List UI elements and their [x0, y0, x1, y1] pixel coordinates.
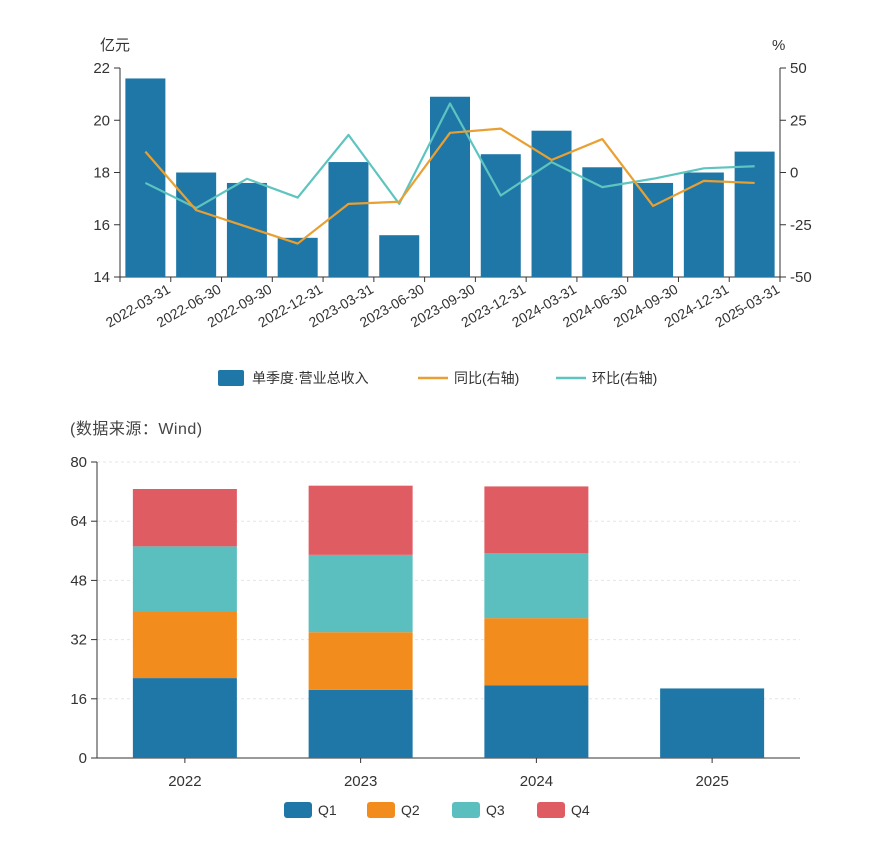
legend-swatch-q2 — [367, 802, 395, 818]
right-tick-label: -25 — [790, 217, 812, 234]
stacked-bar-q2 — [484, 618, 589, 686]
revenue-bar — [683, 172, 724, 277]
left-tick-label: 18 — [93, 165, 110, 182]
legend-label-yoy: 同比(右轴) — [454, 370, 519, 386]
legend-swatch-q3 — [452, 802, 480, 818]
x-tick-label: 2022 — [168, 773, 201, 790]
left-tick-label: 20 — [93, 112, 110, 129]
stacked-bar-q4 — [308, 485, 413, 555]
legend-swatch-q1 — [284, 802, 312, 818]
stacked-bar-q3 — [484, 553, 589, 619]
left-tick-label: 14 — [93, 269, 110, 286]
legend-label-q4: Q4 — [571, 802, 590, 818]
stacked-bar-q1 — [660, 688, 765, 758]
y-tick-label: 32 — [70, 632, 87, 649]
right-tick-label: 50 — [790, 60, 807, 77]
legend-swatch-q4 — [537, 802, 565, 818]
revenue-bar — [379, 235, 420, 277]
stacked-bar-q3 — [308, 554, 413, 633]
left-tick-label: 22 — [93, 60, 110, 77]
stacked-bar-q1 — [484, 685, 589, 758]
right-axis-unit: % — [772, 37, 785, 54]
left-tick-label: 16 — [93, 217, 110, 234]
legend-label-q1: Q1 — [318, 802, 337, 818]
y-tick-label: 80 — [70, 454, 87, 471]
right-tick-label: 25 — [790, 112, 807, 129]
y-tick-label: 48 — [70, 572, 87, 589]
revenue-bar — [176, 172, 217, 277]
revenue-bar — [226, 182, 267, 277]
revenue-bar — [480, 154, 521, 277]
legend-label-revenue: 单季度·营业总收入 — [252, 370, 369, 386]
quarterly-revenue-chart: 亿元 %1416182022-50-25025502022-03-312022-0… — [93, 37, 812, 386]
annual-stacked-chart: 0 16 32 48 64 80 2022 2023 2024 2025 Q1 Q2 Q3 Q4 — [70, 454, 800, 818]
stacked-bar-q1 — [132, 678, 237, 758]
revenue-bar — [430, 96, 470, 277]
legend-label-q2: Q2 — [401, 802, 420, 818]
x-tick-label: 2025 — [695, 773, 728, 790]
stacked-bar-q2 — [308, 632, 413, 690]
stacked-bar-q1 — [308, 689, 413, 758]
y-tick-label: 16 — [70, 691, 87, 708]
yoy-line — [144, 127, 755, 245]
revenue-bar — [633, 182, 674, 277]
revenue-bar — [125, 78, 166, 277]
revenue-bar — [531, 130, 572, 277]
y-tick-label: 0 — [79, 750, 87, 767]
legend-label-q3: Q3 — [486, 802, 505, 818]
right-tick-label: -50 — [790, 269, 812, 286]
left-axis-unit: 亿元 — [100, 37, 130, 54]
y-tick-label: 64 — [70, 513, 87, 530]
stacked-bar-q4 — [132, 489, 237, 547]
legend-swatch-revenue — [218, 370, 244, 386]
stacked-bar-q2 — [132, 611, 237, 679]
stacked-bar-q3 — [132, 546, 237, 612]
x-tick-label: 2023 — [344, 773, 377, 790]
revenue-bar — [328, 162, 369, 277]
legend-label-qoq: 环比(右轴) — [592, 370, 657, 386]
x-tick-label: 2024 — [520, 773, 553, 790]
revenue-bar — [734, 151, 775, 277]
source-note: (数据来源：Wind) — [70, 421, 203, 438]
stacked-bar-q4 — [484, 486, 589, 554]
qoq-line — [144, 102, 755, 210]
right-tick-label: 0 — [790, 165, 798, 182]
